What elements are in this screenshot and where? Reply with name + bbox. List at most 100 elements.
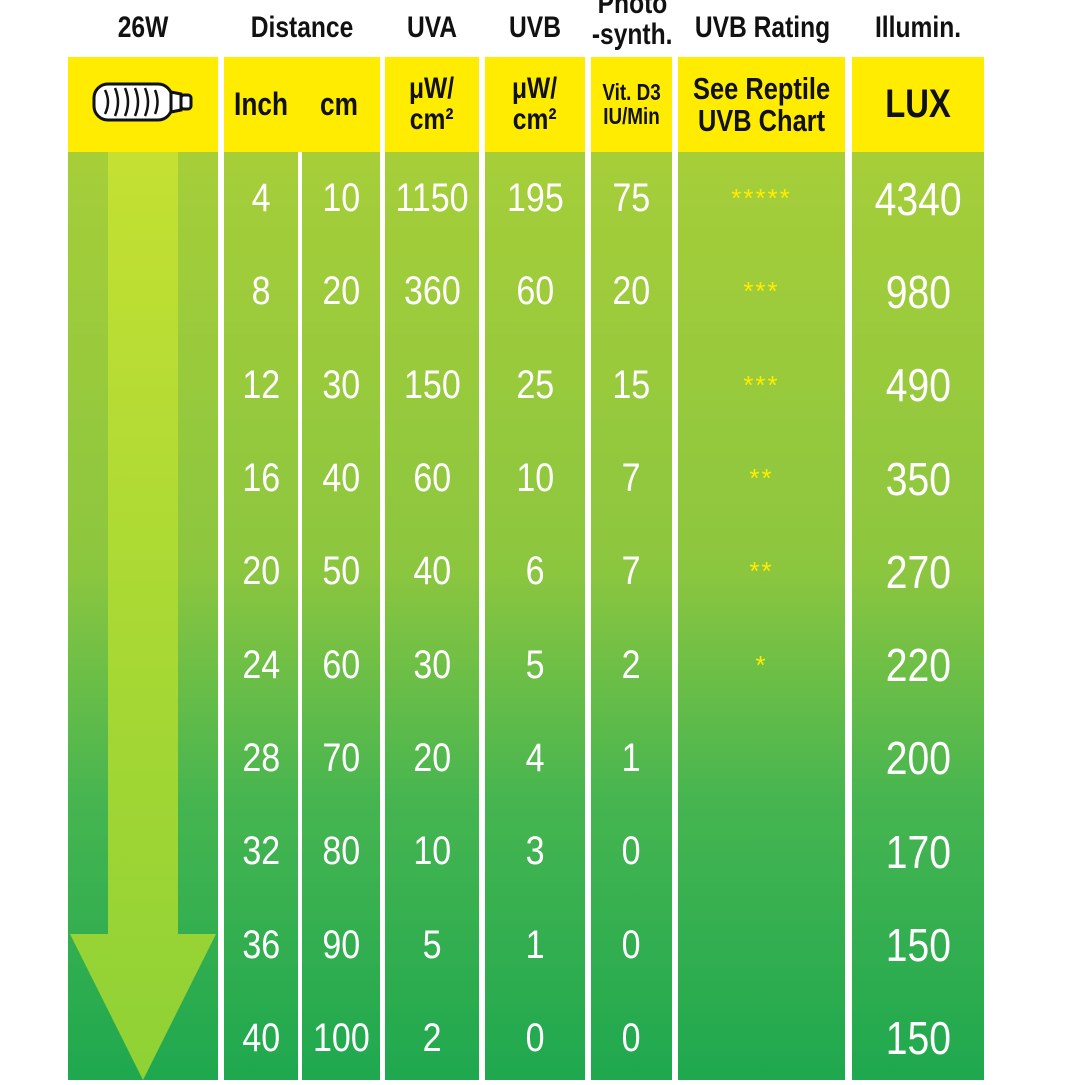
down-arrow-icon <box>70 152 216 1080</box>
lux-cell: 980 <box>885 265 951 318</box>
vitd3-cell: 0 <box>622 922 641 967</box>
vitd3-cell: 15 <box>612 362 651 407</box>
uvb-rating-header: UVB Rating <box>694 11 831 44</box>
cm-cell: 90 <box>322 922 360 967</box>
rating-column <box>678 152 845 1080</box>
uva-header: UVA <box>406 11 458 44</box>
rating-unit-line1: See Reptile <box>692 70 831 106</box>
vitd3-cell: 7 <box>622 456 641 501</box>
bulb-icon <box>91 80 195 129</box>
uva-unit-line2: cm² <box>410 102 454 136</box>
uvb-cell: 10 <box>516 456 554 501</box>
vitd3-cell: 0 <box>622 829 641 874</box>
lux-cell: 270 <box>885 545 951 598</box>
inch-cell: 16 <box>242 456 280 501</box>
uvb-rating-stars: * <box>755 649 768 680</box>
uvb-cell: 25 <box>516 362 554 407</box>
cm-cell: 100 <box>312 1015 370 1060</box>
inch-cell: 40 <box>242 1015 280 1060</box>
lux-unit: LUX <box>885 82 951 127</box>
uvb-rating-stars: ** <box>749 556 774 587</box>
uva-cell: 5 <box>422 922 442 967</box>
uvb-cell: 5 <box>525 642 545 687</box>
table-row: 16 40 60 10 7 ** 350 <box>0 432 1080 525</box>
wattage-header: 26W <box>117 11 169 44</box>
cm-cell: 70 <box>322 735 360 780</box>
photosynth-header-line2: -synth. <box>591 18 673 51</box>
vitd3-cell: 2 <box>622 642 641 687</box>
table-row: 4 10 1150 195 75 ***** 4340 <box>0 152 1080 245</box>
table-row: 20 50 40 6 7 ** 270 <box>0 525 1080 618</box>
vitd3-unit-line1: Vit. D3 <box>602 79 661 106</box>
uvb-rating-stars <box>678 712 845 805</box>
table-row: 32 80 10 3 0 170 <box>0 805 1080 898</box>
rating-units: See Reptile UVB Chart <box>678 57 845 152</box>
cm-unit: cm <box>320 86 358 123</box>
cm-cell: 10 <box>322 176 360 221</box>
uva-cell: 20 <box>413 735 451 780</box>
inch-cell: 12 <box>242 362 280 407</box>
uvb-rating-stars: ***** <box>731 183 792 214</box>
inch-cell: 24 <box>242 642 280 687</box>
cm-cell: 80 <box>322 829 360 874</box>
cm-cell: 30 <box>322 362 360 407</box>
distance-header: Distance <box>250 11 354 44</box>
cm-cell: 20 <box>322 269 360 314</box>
uva-unit-line1: μW/ <box>409 71 455 105</box>
uvb-cell: 6 <box>525 549 545 594</box>
uvb-header: UVB <box>509 11 561 44</box>
data-table: 4 10 1150 195 75 ***** 4340 8 20 360 60 20 *** 980 12 3… <box>0 152 1080 1080</box>
vitd3-cell: 1 <box>622 735 641 780</box>
photosynth-header-line1: Photo <box>597 0 667 20</box>
cm-cell: 50 <box>322 549 360 594</box>
uva-cell: 30 <box>413 642 451 687</box>
uvb-unit-line1: μW/ <box>512 71 558 105</box>
uva-units: μW/ cm² <box>385 57 479 152</box>
distance-units: Inch cm <box>224 57 380 152</box>
uva-cell: 2 <box>422 1015 442 1060</box>
lux-cell: 200 <box>885 732 951 785</box>
uvb-cell: 60 <box>516 269 554 314</box>
uvb-cell: 195 <box>506 176 564 221</box>
lux-cell: 170 <box>885 825 951 878</box>
lux-column <box>852 152 984 1080</box>
arrow-column <box>68 152 218 1080</box>
lux-cell: 150 <box>885 919 951 972</box>
table-row: 24 60 30 5 2 * 220 <box>0 619 1080 712</box>
distance-column <box>224 152 380 1080</box>
inch-cell: 8 <box>251 269 271 314</box>
uva-cell: 150 <box>403 362 461 407</box>
lux-cell: 350 <box>885 452 951 505</box>
uva-column <box>385 152 479 1080</box>
vitd3-cell: 75 <box>612 176 651 221</box>
uvb-rating-stars <box>678 992 845 1085</box>
uvb-cell: 1 <box>525 922 545 967</box>
inch-cell: 32 <box>242 829 280 874</box>
uvb-cell: 4 <box>525 735 545 780</box>
inch-cell: 28 <box>242 735 280 780</box>
illumination-header: Illumin. <box>874 11 962 44</box>
distance-divider <box>298 152 302 1080</box>
inch-cell: 36 <box>242 922 280 967</box>
table-row: 36 90 5 1 0 150 <box>0 898 1080 991</box>
inch-cell: 20 <box>242 549 280 594</box>
uva-cell: 360 <box>403 269 461 314</box>
uvb-unit-line2: cm² <box>513 102 557 136</box>
uvb-rating-stars <box>678 805 845 898</box>
lux-cell: 150 <box>885 1012 951 1065</box>
lux-cell: 220 <box>885 639 951 692</box>
uva-cell: 10 <box>413 829 451 874</box>
uvb-rating-stars: *** <box>743 276 780 307</box>
table-row: 40 100 2 0 0 150 <box>0 992 1080 1085</box>
uvb-cell: 0 <box>525 1015 545 1060</box>
uvb-rating-stars: ** <box>749 463 774 494</box>
vitd3-column <box>591 152 672 1080</box>
vitd3-units: Vit. D3 IU/Min <box>591 57 672 152</box>
lux-cell: 490 <box>885 359 951 412</box>
uva-cell: 60 <box>413 456 451 501</box>
uvb-units: μW/ cm² <box>485 57 585 152</box>
rating-unit-line2: UVB Chart <box>697 102 826 138</box>
inch-cell: 4 <box>251 176 271 221</box>
lux-cell: 4340 <box>874 172 962 225</box>
vitd3-cell: 20 <box>612 269 651 314</box>
